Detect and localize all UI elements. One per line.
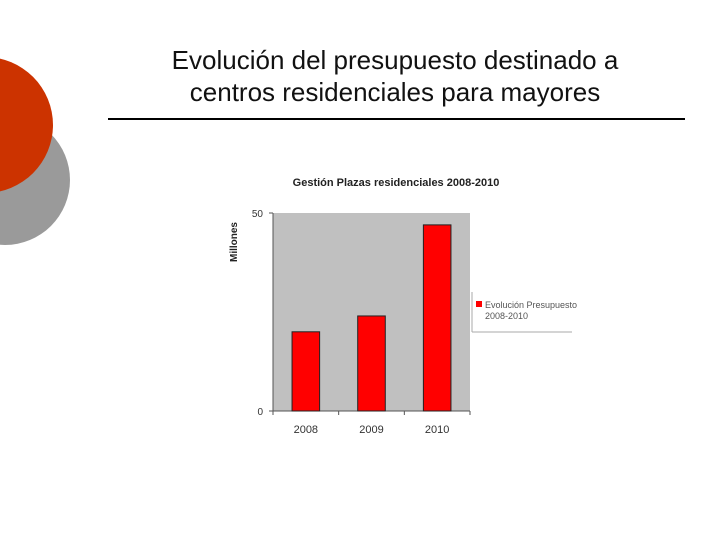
y-tick-label-0: 0: [257, 407, 263, 418]
slide-title-line-1: Evolución del presupuesto destinado a: [171, 45, 619, 75]
legend-swatch: [476, 301, 482, 307]
bar-2008: [291, 331, 321, 412]
bar-2009: [357, 315, 386, 412]
bar-2010: [422, 224, 452, 412]
red-circle: [0, 58, 53, 192]
legend-label-line-1: Evolución Presupuesto: [485, 300, 577, 310]
slide-title: Evolución del presupuesto destinado a ce…: [110, 44, 680, 108]
title-divider: [108, 118, 685, 120]
x-tick-label-2008: 2008: [294, 424, 318, 436]
y-tick-label-1: 50: [252, 209, 264, 220]
slide-title-line-2: centros residenciales para mayores: [189, 77, 601, 107]
legend-label: Evolución Presupuesto 2008-2010: [485, 300, 580, 321]
y-axis-label: Millones: [229, 222, 240, 262]
x-tick-label-2010: 2010: [425, 424, 449, 436]
chart-title: Gestión Plazas residenciales 2008-2010: [293, 177, 500, 189]
x-tick-label-2009: 2009: [359, 424, 383, 436]
legend-label-line-2: 2008-2010: [485, 311, 528, 321]
decorative-circles: [0, 58, 70, 245]
legend: Evolución Presupuesto 2008-2010: [471, 292, 580, 333]
